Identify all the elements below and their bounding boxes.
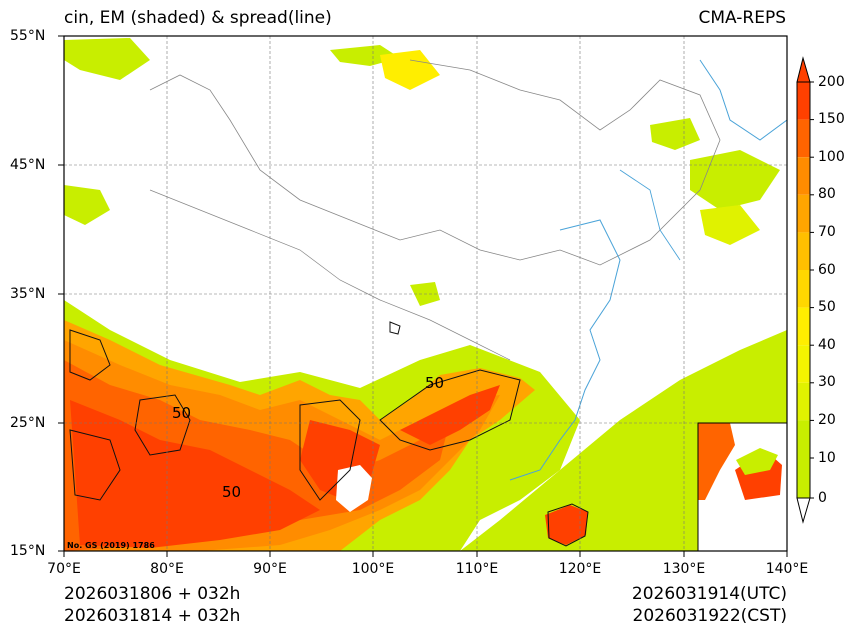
colorbar-swatch	[797, 270, 810, 308]
colorbar-under-triangle	[796, 497, 811, 524]
init-time-2: 2026031814 + 032h	[64, 606, 241, 626]
lat-label: 15°N	[10, 543, 46, 559]
chart-title: cin, EM (shaded) & spread(line)	[64, 8, 332, 28]
colorbar-swatch	[797, 194, 810, 233]
lon-label: 110°E	[455, 561, 499, 577]
shaded-field	[64, 38, 787, 551]
colorbar-label: 60	[818, 262, 836, 278]
lat-label: 35°N	[10, 286, 46, 302]
lat-label: 55°N	[10, 28, 46, 44]
valid-time-utc: 2026031914(UTC)	[631, 584, 787, 604]
lon-label: 90°E	[253, 561, 287, 577]
colorbar-label: 80	[818, 186, 836, 202]
init-time-1: 2026031806 + 032h	[64, 584, 241, 604]
axis-ticks	[58, 35, 788, 557]
colorbar-label: 100	[818, 149, 845, 165]
lat-label: 45°N	[10, 157, 46, 173]
contour-label: 50	[425, 374, 444, 392]
valid-time-cst: 2026031922(CST)	[632, 606, 787, 626]
map-approval-number: No. GS (2019) 1786	[67, 541, 155, 550]
colorbar-swatch	[797, 232, 810, 270]
colorbar-label: 70	[818, 224, 836, 240]
colorbar-swatch	[797, 345, 810, 383]
colorbar-label: 150	[818, 111, 845, 127]
colorbar-swatch	[797, 420, 810, 458]
contour-label: 50	[222, 483, 241, 501]
colorbar-label: 40	[818, 337, 836, 353]
colorbar-label: 10	[818, 450, 836, 466]
colorbar-swatch	[797, 119, 810, 158]
colorbar-label: 50	[818, 299, 836, 315]
colorbar-swatch	[797, 157, 810, 195]
colorbar-label: 20	[818, 412, 836, 428]
colorbar-swatch	[797, 82, 810, 120]
model-name: CMA-REPS	[698, 8, 786, 28]
colorbar	[796, 56, 814, 524]
colorbar-over-triangle	[796, 56, 811, 83]
lon-label: 140°E	[765, 561, 809, 577]
colorbar-swatch	[797, 458, 810, 498]
lon-label: 100°E	[351, 561, 395, 577]
colorbar-swatch	[797, 307, 810, 346]
geography-lines	[149, 59, 787, 481]
spread-contours	[69, 321, 589, 547]
lon-label: 130°E	[662, 561, 706, 577]
lon-label: 80°E	[150, 561, 184, 577]
lon-label: 120°E	[558, 561, 602, 577]
colorbar-label: 0	[818, 490, 827, 506]
colorbar-swatch	[797, 382, 810, 421]
contour-label: 50	[172, 404, 191, 422]
lon-label: 70°E	[47, 561, 81, 577]
lat-label: 25°N	[10, 415, 46, 431]
graticule	[64, 36, 787, 551]
colorbar-label: 200	[818, 74, 845, 90]
colorbar-label: 30	[818, 374, 836, 390]
